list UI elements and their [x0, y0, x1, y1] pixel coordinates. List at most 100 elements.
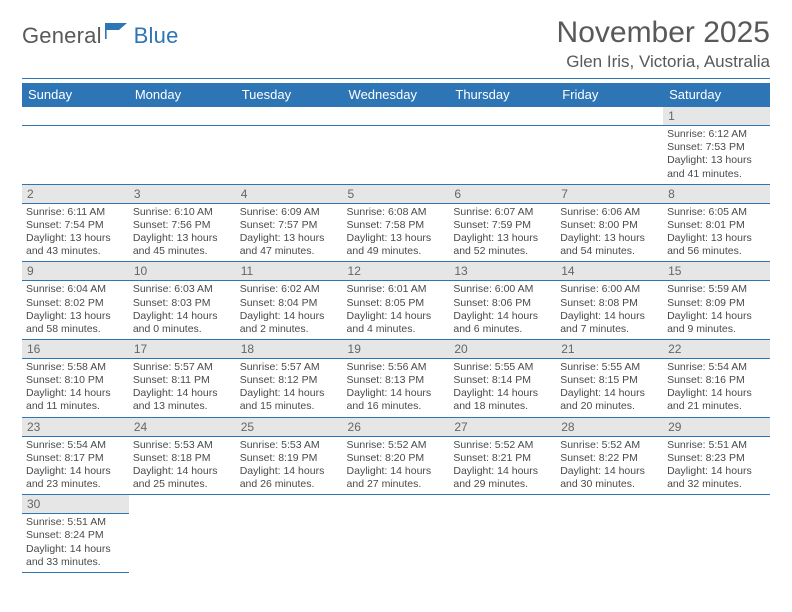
sunset-line: Sunset: 7:59 PM — [453, 219, 552, 232]
sunset-line: Sunset: 8:06 PM — [453, 297, 552, 310]
sunrise-line: Sunrise: 5:59 AM — [667, 283, 766, 296]
day-number: 28 — [561, 420, 574, 434]
day-number: 22 — [668, 342, 681, 356]
sunset-line: Sunset: 8:10 PM — [26, 374, 125, 387]
sunrise-line: Sunrise: 6:01 AM — [347, 283, 446, 296]
day-number: 13 — [454, 264, 467, 278]
day-number: 18 — [241, 342, 254, 356]
day-number-cell — [129, 107, 236, 126]
day-header: Monday — [129, 83, 236, 107]
day-cell: Sunrise: 6:05 AMSunset: 8:01 PMDaylight:… — [663, 203, 770, 262]
day-number-cell — [236, 107, 343, 126]
day-cell: Sunrise: 6:02 AMSunset: 8:04 PMDaylight:… — [236, 281, 343, 340]
sunrise-line: Sunrise: 6:12 AM — [667, 128, 766, 141]
day-number-cell: 6 — [449, 184, 556, 203]
daylight-line: Daylight: 14 hours and 27 minutes. — [347, 465, 446, 491]
sunrise-line: Sunrise: 5:52 AM — [347, 439, 446, 452]
sunset-line: Sunset: 7:53 PM — [667, 141, 766, 154]
day-cell — [236, 126, 343, 185]
day-number-cell — [663, 495, 770, 514]
day-number-cell: 8 — [663, 184, 770, 203]
sunrise-line: Sunrise: 5:56 AM — [347, 361, 446, 374]
sunrise-line: Sunrise: 5:52 AM — [453, 439, 552, 452]
sunset-line: Sunset: 8:11 PM — [133, 374, 232, 387]
day-number-cell: 14 — [556, 262, 663, 281]
day-number: 23 — [27, 420, 40, 434]
day-number-cell — [343, 107, 450, 126]
sunset-line: Sunset: 7:57 PM — [240, 219, 339, 232]
sunrise-line: Sunrise: 5:55 AM — [560, 361, 659, 374]
header-divider — [22, 78, 770, 79]
day-number-cell — [22, 107, 129, 126]
sunrise-line: Sunrise: 6:02 AM — [240, 283, 339, 296]
day-cell: Sunrise: 5:58 AMSunset: 8:10 PMDaylight:… — [22, 359, 129, 418]
sunrise-line: Sunrise: 6:05 AM — [667, 206, 766, 219]
sunrise-line: Sunrise: 5:51 AM — [26, 516, 125, 529]
day-number: 19 — [348, 342, 361, 356]
day-cell: Sunrise: 6:08 AMSunset: 7:58 PMDaylight:… — [343, 203, 450, 262]
sunrise-line: Sunrise: 5:58 AM — [26, 361, 125, 374]
sunset-line: Sunset: 8:18 PM — [133, 452, 232, 465]
day-number: 21 — [561, 342, 574, 356]
day-number-cell: 3 — [129, 184, 236, 203]
day-number-cell — [129, 495, 236, 514]
sunrise-line: Sunrise: 6:04 AM — [26, 283, 125, 296]
daylight-line: Daylight: 14 hours and 25 minutes. — [133, 465, 232, 491]
daylight-line: Daylight: 14 hours and 26 minutes. — [240, 465, 339, 491]
day-cell: Sunrise: 5:52 AMSunset: 8:22 PMDaylight:… — [556, 436, 663, 495]
day-number-cell: 1 — [663, 107, 770, 126]
sunrise-line: Sunrise: 5:54 AM — [26, 439, 125, 452]
daylight-line: Daylight: 14 hours and 32 minutes. — [667, 465, 766, 491]
day-number-cell: 21 — [556, 339, 663, 358]
day-number-cell — [449, 495, 556, 514]
day-number-cell: 28 — [556, 417, 663, 436]
daylight-line: Daylight: 14 hours and 18 minutes. — [453, 387, 552, 413]
day-cell — [663, 514, 770, 573]
title-block: November 2025 Glen Iris, Victoria, Austr… — [557, 16, 770, 72]
logo-text-general: General — [22, 23, 102, 49]
day-number-cell: 22 — [663, 339, 770, 358]
flag-icon — [105, 22, 131, 45]
day-cell — [449, 514, 556, 573]
day-cell: Sunrise: 5:52 AMSunset: 8:20 PMDaylight:… — [343, 436, 450, 495]
sunrise-line: Sunrise: 6:11 AM — [26, 206, 125, 219]
sunset-line: Sunset: 8:17 PM — [26, 452, 125, 465]
day-cell: Sunrise: 6:00 AMSunset: 8:06 PMDaylight:… — [449, 281, 556, 340]
day-number: 3 — [134, 187, 141, 201]
sunrise-line: Sunrise: 5:53 AM — [240, 439, 339, 452]
day-number-cell: 24 — [129, 417, 236, 436]
daylight-line: Daylight: 14 hours and 2 minutes. — [240, 310, 339, 336]
sunset-line: Sunset: 8:08 PM — [560, 297, 659, 310]
daylight-line: Daylight: 14 hours and 29 minutes. — [453, 465, 552, 491]
sunset-line: Sunset: 8:21 PM — [453, 452, 552, 465]
day-number: 10 — [134, 264, 147, 278]
daylight-line: Daylight: 14 hours and 30 minutes. — [560, 465, 659, 491]
daylight-line: Daylight: 14 hours and 33 minutes. — [26, 543, 125, 569]
daylight-line: Daylight: 14 hours and 16 minutes. — [347, 387, 446, 413]
sunrise-line: Sunrise: 6:07 AM — [453, 206, 552, 219]
daylight-line: Daylight: 14 hours and 4 minutes. — [347, 310, 446, 336]
day-number-cell: 27 — [449, 417, 556, 436]
day-number-cell: 26 — [343, 417, 450, 436]
day-number-cell: 2 — [22, 184, 129, 203]
day-number: 5 — [348, 187, 355, 201]
day-header: Friday — [556, 83, 663, 107]
daylight-line: Daylight: 14 hours and 21 minutes. — [667, 387, 766, 413]
day-number-cell — [449, 107, 556, 126]
daylight-line: Daylight: 14 hours and 0 minutes. — [133, 310, 232, 336]
day-cell: Sunrise: 6:12 AMSunset: 7:53 PMDaylight:… — [663, 126, 770, 185]
day-cell — [556, 126, 663, 185]
sunrise-line: Sunrise: 5:51 AM — [667, 439, 766, 452]
sunset-line: Sunset: 8:23 PM — [667, 452, 766, 465]
sunrise-line: Sunrise: 6:00 AM — [560, 283, 659, 296]
daylight-line: Daylight: 14 hours and 7 minutes. — [560, 310, 659, 336]
daylight-line: Daylight: 13 hours and 58 minutes. — [26, 310, 125, 336]
daylight-line: Daylight: 14 hours and 23 minutes. — [26, 465, 125, 491]
day-cell — [343, 126, 450, 185]
daylight-line: Daylight: 13 hours and 45 minutes. — [133, 232, 232, 258]
day-cell — [556, 514, 663, 573]
day-number: 27 — [454, 420, 467, 434]
sunset-line: Sunset: 8:12 PM — [240, 374, 339, 387]
sunset-line: Sunset: 8:16 PM — [667, 374, 766, 387]
sunrise-line: Sunrise: 6:09 AM — [240, 206, 339, 219]
